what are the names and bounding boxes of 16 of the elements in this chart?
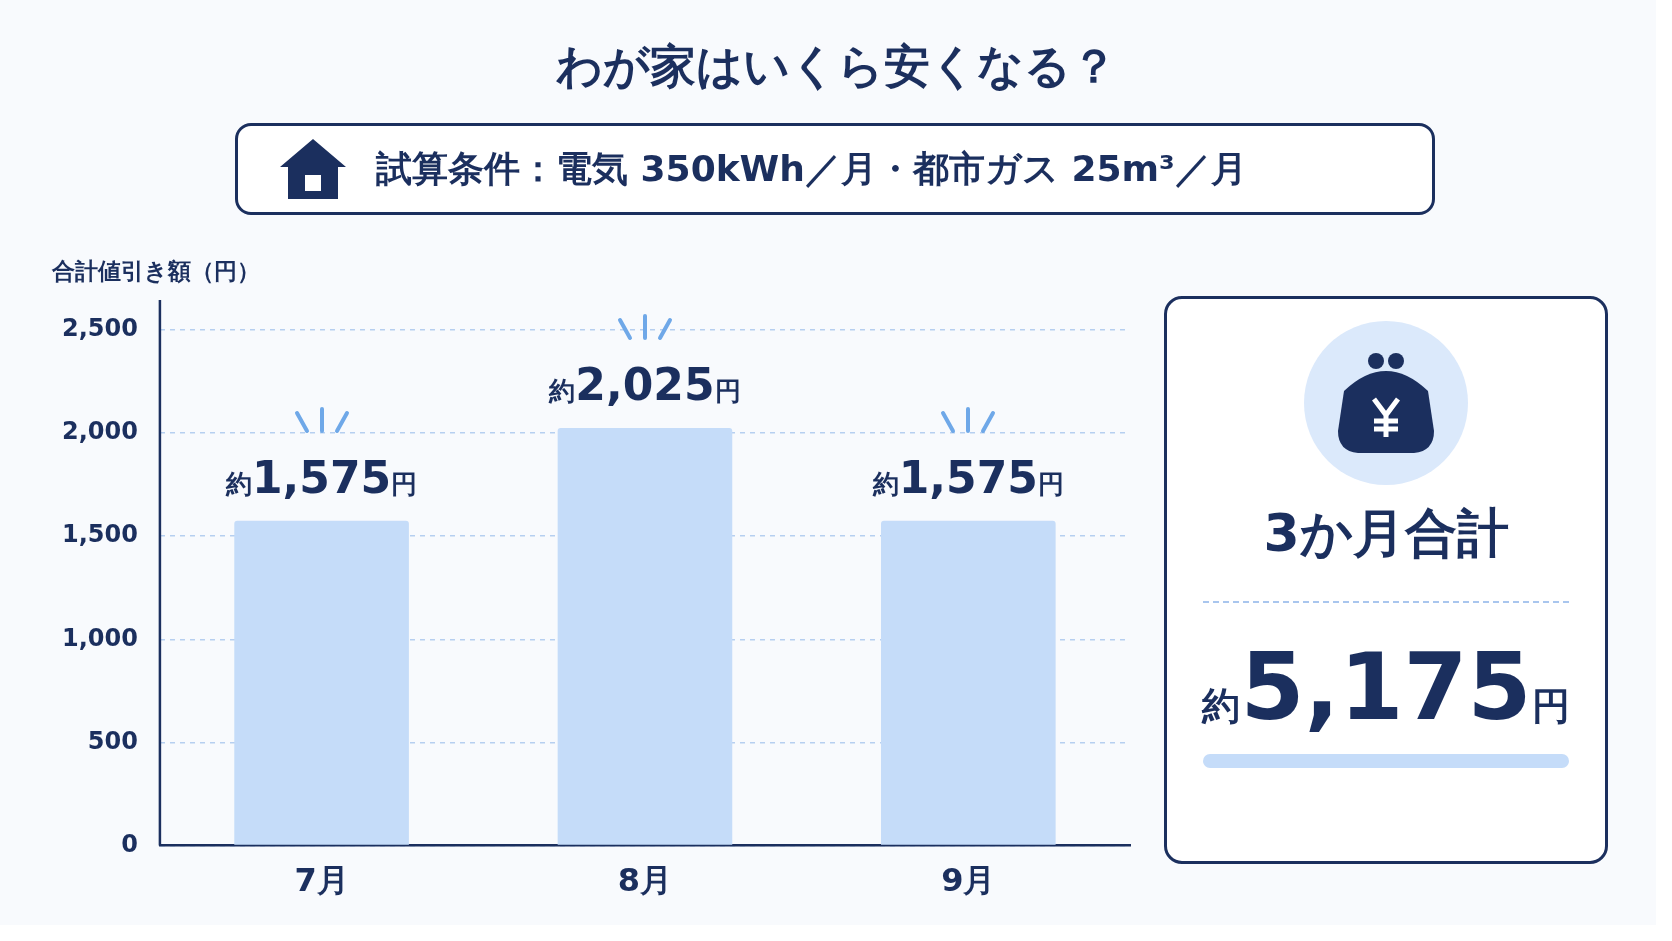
chart-title: わが家はいくら安くなる？ xyxy=(554,38,1118,95)
y-tick-label: 2,500 xyxy=(61,314,138,343)
y-tick-label: 0 xyxy=(121,829,138,858)
chart-subtitle: 試算条件：電気 350kWh／月・都市ガス 25m³／月 xyxy=(376,146,1247,191)
x-tick-label: 7月 xyxy=(294,861,349,900)
data-label: 約2,025円 xyxy=(548,358,741,410)
data-label: 約1,575円 xyxy=(225,451,418,503)
x-tick-label: 8月 xyxy=(617,861,673,900)
y-tick-label: 1,000 xyxy=(61,623,138,652)
y-tick-label: 1,500 xyxy=(61,520,138,549)
x-tick-label: 9月 xyxy=(941,861,996,900)
y-tick-label: 2,000 xyxy=(61,417,138,446)
y-tick-label: 500 xyxy=(87,726,138,755)
y-axis-title: 合計値引き額（円） xyxy=(52,257,260,286)
data-label: 約1,575円 xyxy=(871,451,1064,503)
text: 3か月合計 xyxy=(1262,502,1510,565)
